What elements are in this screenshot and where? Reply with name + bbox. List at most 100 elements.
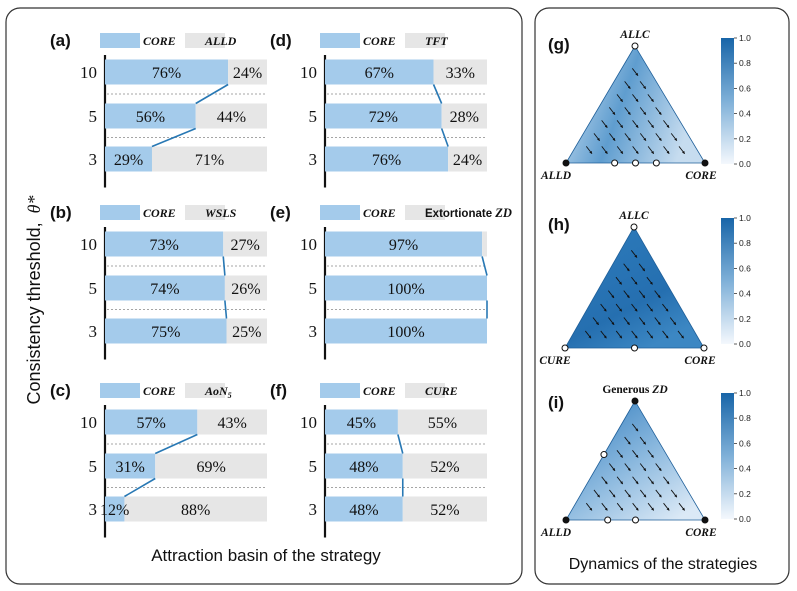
- bar-panel-f: (f) CORE CURE 10 45% 55% 5 48% 52% 3 48% 52%: [270, 381, 487, 538]
- panel-label: (a): [50, 31, 71, 50]
- colorbar-tick-label: 0.2: [739, 489, 751, 499]
- bar-other: [402, 453, 487, 479]
- tick-label: 10: [80, 63, 97, 82]
- simplex-triangle: [565, 400, 706, 521]
- flow-arrow: [624, 133, 631, 141]
- tick-label: 5: [309, 279, 318, 298]
- connector-line: [397, 434, 404, 454]
- bar-core: [325, 231, 483, 257]
- vertex-label-right: CORE: [685, 170, 717, 182]
- value-label-core: 67%: [365, 65, 394, 82]
- bar-other: [433, 59, 487, 85]
- colorbar: [721, 393, 734, 519]
- flow-arrow: [609, 489, 616, 498]
- value-label-other: 52%: [430, 459, 459, 476]
- flow-arrow: [609, 133, 616, 141]
- flow-arrow: [623, 290, 630, 299]
- flow-arrow: [631, 303, 638, 312]
- bar-other: [197, 409, 267, 435]
- flow-arrow: [678, 502, 685, 511]
- bar-panel-e: (e) CORE Extortionate ZD 10 97% 5 100% 3 100%: [270, 203, 512, 360]
- connector-line: [440, 128, 449, 147]
- value-label-other: 55%: [428, 415, 457, 432]
- legend-swatch-other: [405, 205, 445, 220]
- flow-arrow: [632, 120, 639, 128]
- connector-line: [151, 127, 197, 148]
- value-label-core: 100%: [387, 281, 424, 298]
- vertex-marker-top: [630, 223, 638, 231]
- tick-label: 3: [309, 322, 318, 341]
- edge-equilibrium: [600, 451, 608, 459]
- flow-arrow: [593, 489, 600, 498]
- flow-arrow: [593, 133, 600, 141]
- connector-line: [224, 300, 228, 319]
- legend-label-core: CORE: [143, 384, 176, 398]
- legend-label-part: ZD: [494, 206, 512, 220]
- bar-core: [325, 453, 403, 479]
- colorbar-tick-label: 0.0: [739, 514, 751, 524]
- flow-arrow: [631, 423, 639, 432]
- legend-label-other: CURE: [425, 384, 458, 398]
- legend-swatch-core: [100, 205, 140, 220]
- flow-arrow: [670, 489, 678, 498]
- value-label-core: 97%: [389, 237, 418, 254]
- flow-arrow: [647, 476, 654, 485]
- vertex-marker-left: [562, 159, 570, 167]
- vertex-marker-left: [562, 516, 570, 524]
- bar-other: [151, 146, 267, 172]
- flow-arrow: [654, 317, 661, 326]
- panel-label: (b): [50, 203, 72, 222]
- flow-arrow: [623, 263, 630, 272]
- bar-core: [105, 318, 227, 344]
- tick-label: 10: [300, 63, 317, 82]
- flow-arrow: [678, 146, 685, 154]
- flow-arrow: [639, 133, 647, 141]
- tick-label: 3: [309, 500, 318, 519]
- bar-core: [325, 103, 442, 129]
- bar-core: [105, 146, 152, 172]
- flow-arrow: [647, 502, 655, 511]
- value-label-core: 76%: [372, 152, 401, 169]
- value-label-core: 31%: [115, 459, 144, 476]
- bar-core: [325, 409, 398, 435]
- flow-arrow: [615, 330, 623, 339]
- vertex-label-right: CORE: [685, 527, 717, 539]
- flow-arrow: [585, 146, 593, 154]
- bar-panels: (a) CORE ALLD 10 76% 24% 5 56% 44% 3 29% 71% (b) CORE…: [50, 31, 512, 538]
- bar-core: [325, 318, 487, 344]
- svg-text:Consistency threshold, θ: Consistency threshold, θ*: [24, 196, 44, 405]
- flow-arrow: [601, 120, 608, 128]
- value-label-other: 24%: [233, 65, 262, 82]
- tick-label: 5: [89, 279, 98, 298]
- flow-arrow: [615, 303, 623, 312]
- flow-arrow: [624, 107, 631, 115]
- flow-arrow: [638, 263, 646, 272]
- flow-arrow: [615, 276, 622, 285]
- flow-arrow: [601, 146, 608, 154]
- flow-arrow: [655, 489, 662, 498]
- flow-arrow: [677, 330, 684, 339]
- vertex-label-right: CORE: [684, 355, 716, 367]
- vertex-marker-right: [701, 159, 709, 167]
- panel-label: (f): [270, 381, 287, 400]
- flow-arrow: [623, 317, 630, 326]
- value-label-other: 28%: [450, 109, 479, 126]
- colorbar-tick-label: 0.4: [739, 464, 751, 474]
- bar-panel-d: (d) CORE TFT 10 67% 33% 5 72% 28% 3 76% 24%: [270, 31, 487, 188]
- bar-other: [228, 59, 267, 85]
- flow-arrow: [624, 436, 631, 445]
- vertex-marker-left: [561, 344, 569, 352]
- bar-other: [448, 146, 487, 172]
- value-label-other: 88%: [181, 502, 210, 519]
- flow-arrow: [663, 502, 670, 511]
- value-label-other: 69%: [196, 459, 225, 476]
- flow-arrow: [632, 146, 639, 154]
- flow-arrow: [647, 450, 654, 458]
- tick-label: 5: [89, 107, 98, 126]
- flow-arrow: [646, 276, 653, 285]
- ylabel-symbol: θ*: [24, 196, 44, 214]
- ternary-panels: (g) ALLC ALLD CORE 1.0 0.8 0.6 0.4 0.2 0.0 (h) ALLC…: [539, 29, 751, 539]
- ternary-panel-i: (i) Generous ZD ALLD CORE 1.0 0.8 0.6 0.4 0.2 0.0: [540, 384, 751, 539]
- colorbar-tick-label: 0.0: [739, 339, 751, 349]
- panel-label: (c): [50, 381, 71, 400]
